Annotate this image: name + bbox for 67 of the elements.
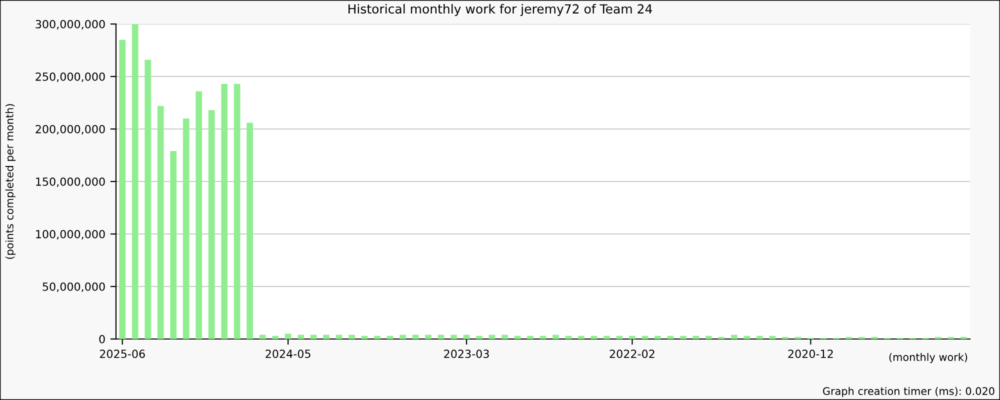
x-tick-label: 2024-05 [266,350,310,358]
bar [642,336,648,339]
bar [706,336,712,339]
bar [234,84,240,339]
bar [259,334,266,339]
chart-title: Historical monthly work for jeremy72 of Team 24 [348,4,652,16]
bar [552,334,559,339]
bar [196,91,202,339]
bar [502,334,508,339]
bar [400,334,406,339]
bar [629,336,636,339]
y-tick-label: 300,000,000 [36,20,105,30]
bar [514,336,521,339]
bar [578,336,584,339]
bar [298,334,304,339]
x-tick-label: 2020-12 [788,350,833,358]
bar [654,336,661,339]
text: Graph creation timer (ms): 0.020 [823,386,994,398]
bar [284,334,292,339]
bar [348,334,355,339]
bar [310,334,317,339]
bar [438,334,444,339]
bar [680,336,686,339]
bar [374,336,380,339]
bar [132,24,138,339]
bar [336,334,342,339]
bar [361,336,368,339]
bar [221,84,228,339]
bar [616,336,623,339]
bar [667,336,674,339]
y-tick-label: 0 [99,334,105,344]
x-tick-label: 2023-03 [444,350,489,358]
x-axis-title: (monthly work) [889,352,968,364]
bar [246,122,254,339]
bar [463,334,470,339]
bar [744,336,750,339]
bar [450,334,457,339]
y-tick-label: 250,000,000 [36,72,105,82]
bar [488,334,496,339]
bar [157,106,164,339]
bar [692,336,700,339]
y-tick-label: 200,000,000 [36,124,105,135]
bar [565,336,572,339]
bar [527,336,534,339]
bar [323,334,330,339]
bar [476,336,482,339]
bar [170,151,177,339]
y-tick-label: 150,000,000 [36,177,105,188]
bar [756,336,763,339]
y-tick-label: 50,000,000 [42,282,105,292]
bar [769,336,776,339]
bar [119,40,126,339]
y-axis-title: (points completed per month) [5,104,16,259]
bar [540,336,546,339]
bar [182,118,190,339]
bar [386,336,394,339]
bar [412,334,419,339]
x-tick-label: 2025-06 [100,350,145,358]
x-tick-label: 2022-02 [610,350,654,358]
bar [144,60,152,339]
y-tick-label: 100,000,000 [36,230,105,240]
bar [208,110,215,339]
bar [731,334,738,339]
bar [604,336,610,339]
bar [590,336,598,339]
bar [272,336,279,339]
bar [425,334,432,339]
